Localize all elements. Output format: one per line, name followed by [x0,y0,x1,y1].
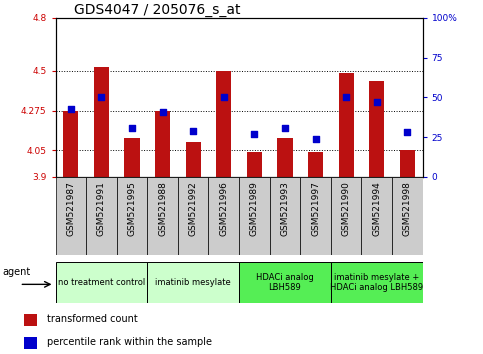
Bar [56,177,86,255]
Text: HDACi analog
LBH589: HDACi analog LBH589 [256,273,314,292]
Point [342,95,350,100]
Point [281,125,289,130]
Bar [369,81,384,177]
Bar [239,262,331,303]
Bar [117,177,147,255]
Text: percentile rank within the sample: percentile rank within the sample [47,337,212,348]
Text: GSM521996: GSM521996 [219,181,228,236]
Text: GSM521994: GSM521994 [372,181,381,236]
Bar [247,152,262,177]
Text: GSM521989: GSM521989 [250,181,259,236]
Bar [24,337,38,349]
Text: GSM521991: GSM521991 [97,181,106,236]
Text: GSM521992: GSM521992 [189,181,198,236]
Bar [147,177,178,255]
Point [373,99,381,105]
Bar [331,262,423,303]
Text: GSM521987: GSM521987 [66,181,75,236]
Point [220,95,227,100]
Point [403,130,411,135]
Text: GDS4047 / 205076_s_at: GDS4047 / 205076_s_at [74,3,241,17]
Text: GSM521997: GSM521997 [311,181,320,236]
Bar [24,314,38,326]
Bar [277,138,293,177]
Point [159,109,167,114]
Bar [270,177,300,255]
Bar [339,73,354,177]
Point [67,105,75,111]
Text: agent: agent [3,267,31,277]
Point [251,131,258,137]
Bar [209,177,239,255]
Point [128,125,136,130]
Point [312,136,319,142]
Bar [308,152,323,177]
Bar [155,110,170,177]
Bar [147,262,239,303]
Text: GSM521990: GSM521990 [341,181,351,236]
Text: GSM521998: GSM521998 [403,181,412,236]
Bar [400,150,415,177]
Bar [239,177,270,255]
Text: GSM521993: GSM521993 [281,181,289,236]
Bar [185,142,201,177]
Point [98,95,105,100]
Text: transformed count: transformed count [47,314,138,325]
Bar [331,177,361,255]
Bar [94,67,109,177]
Bar [86,177,117,255]
Point [189,128,197,133]
Text: GSM521995: GSM521995 [128,181,137,236]
Bar [392,177,423,255]
Text: imatinib mesylate: imatinib mesylate [156,278,231,287]
Bar [178,177,209,255]
Text: GSM521988: GSM521988 [158,181,167,236]
Bar [63,110,78,177]
Text: no treatment control: no treatment control [58,278,145,287]
Bar [300,177,331,255]
Bar [216,71,231,177]
Bar [361,177,392,255]
Bar [125,138,140,177]
Bar [56,262,147,303]
Text: imatinib mesylate +
HDACi analog LBH589: imatinib mesylate + HDACi analog LBH589 [330,273,423,292]
